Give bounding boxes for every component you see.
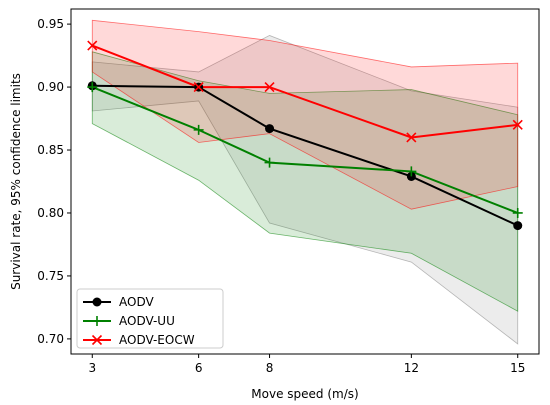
point-aodv-uu-0 — [87, 82, 98, 93]
point-aodv-4 — [513, 221, 523, 231]
legend-entry-aodv-uu: AODV-UU — [83, 314, 175, 328]
x-axis-label: Move speed (m/s) — [251, 387, 358, 401]
x-tick-label-3: 3 — [88, 361, 96, 375]
confidence-bands — [91, 19, 519, 345]
x-axis-ticks: 3 6 8 12 15 — [88, 354, 525, 375]
band-aodv — [91, 35, 519, 345]
legend-box — [76, 288, 224, 349]
point-aodv-uu-4 — [512, 207, 523, 218]
point-aodv-uu-2 — [264, 157, 275, 168]
x-tick-label-8: 8 — [266, 361, 274, 375]
y-axis-ticks: 0.70 0.75 0.80 0.85 0.90 0.95 — [37, 17, 71, 346]
x-tick-label-12: 12 — [404, 361, 419, 375]
point-aodv-uu-3 — [406, 166, 417, 177]
y-tick-label-0.70: 0.70 — [37, 332, 64, 346]
point-aodv-eocw-3 — [406, 132, 417, 143]
point-aodv-eocw-2 — [264, 82, 275, 93]
band-aodv-uu — [91, 51, 519, 312]
point-aodv-eocw-0 — [87, 40, 98, 51]
legend-entry-aodv-eocw: AODV-EOCW — [83, 333, 195, 347]
x-tick-label-6: 6 — [195, 361, 203, 375]
x-tick-label-15: 15 — [510, 361, 525, 375]
legend-label-aodv: AODV — [119, 295, 154, 309]
point-aodv-2 — [265, 124, 275, 134]
point-aodv-eocw-4 — [512, 119, 523, 130]
point-aodv-eocw-1 — [193, 82, 204, 93]
y-tick-label-0.75: 0.75 — [37, 269, 64, 283]
legend-marker-aodv-uu — [92, 316, 102, 326]
band-aodv-eocw — [91, 19, 519, 210]
legend-entry-aodv: AODV — [83, 295, 154, 309]
y-tick-label-0.95: 0.95 — [37, 17, 64, 31]
y-tick-label-0.80: 0.80 — [37, 206, 64, 220]
legend-marker-aodv — [92, 297, 102, 307]
point-aodv-3 — [406, 171, 416, 181]
y-axis-label: Survival rate, 95% confidence limits — [9, 73, 23, 290]
legend-label-aodv-eocw: AODV-EOCW — [119, 333, 195, 347]
plot-frame — [70, 8, 540, 355]
point-aodv-uu-1 — [193, 124, 204, 135]
y-tick-label-0.90: 0.90 — [37, 80, 64, 94]
legend-label-aodv-uu: AODV-UU — [119, 314, 175, 328]
y-tick-label-0.85: 0.85 — [37, 143, 64, 157]
legend: AODV AODV-UU AODV-EOCW — [76, 288, 224, 349]
legend-marker-aodv-eocw — [91, 334, 103, 346]
series-markers — [87, 40, 523, 231]
